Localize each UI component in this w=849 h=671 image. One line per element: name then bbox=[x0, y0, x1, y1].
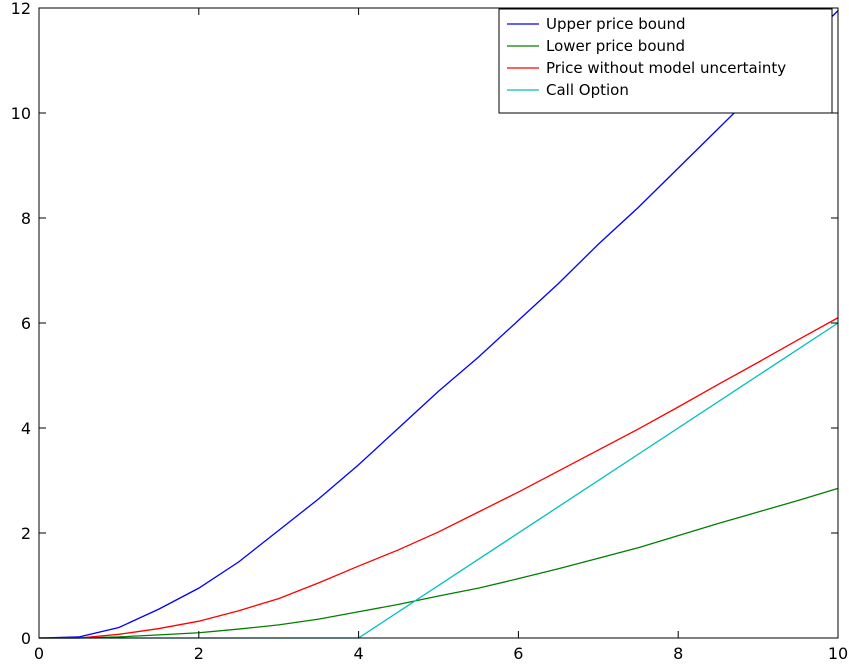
x-tick-label: 6 bbox=[513, 644, 523, 663]
y-tick-label: 10 bbox=[11, 104, 31, 123]
x-tick-label: 0 bbox=[34, 644, 44, 663]
x-tick-label: 2 bbox=[194, 644, 204, 663]
y-tick-label: 0 bbox=[21, 629, 31, 648]
y-tick-label: 6 bbox=[21, 314, 31, 333]
legend-label-1: Upper price bound bbox=[546, 15, 686, 33]
x-tick-label: 10 bbox=[828, 644, 848, 663]
legend-label-3: Price without model uncertainty bbox=[546, 59, 786, 77]
x-tick-label: 8 bbox=[673, 644, 683, 663]
legend-label-2: Lower price bound bbox=[546, 37, 685, 55]
legend: Upper price bound Lower price bound Price … bbox=[498, 8, 833, 114]
axes-layer: 0 2 4 6 8 10 0 2 4 6 8 10 12 bbox=[11, 0, 849, 663]
series-line-3 bbox=[39, 317, 839, 639]
legend-box bbox=[498, 8, 833, 114]
y-tick-label: 12 bbox=[11, 0, 31, 18]
series-line-1 bbox=[38, 10, 839, 639]
y-tick-label: 2 bbox=[21, 524, 31, 543]
y-tick-label: 4 bbox=[21, 419, 31, 438]
y-tick-label: 8 bbox=[21, 209, 31, 228]
x-tick-label: 4 bbox=[354, 644, 364, 663]
series-line-2 bbox=[39, 487, 839, 639]
legend-label-4: Call Option bbox=[546, 81, 629, 99]
